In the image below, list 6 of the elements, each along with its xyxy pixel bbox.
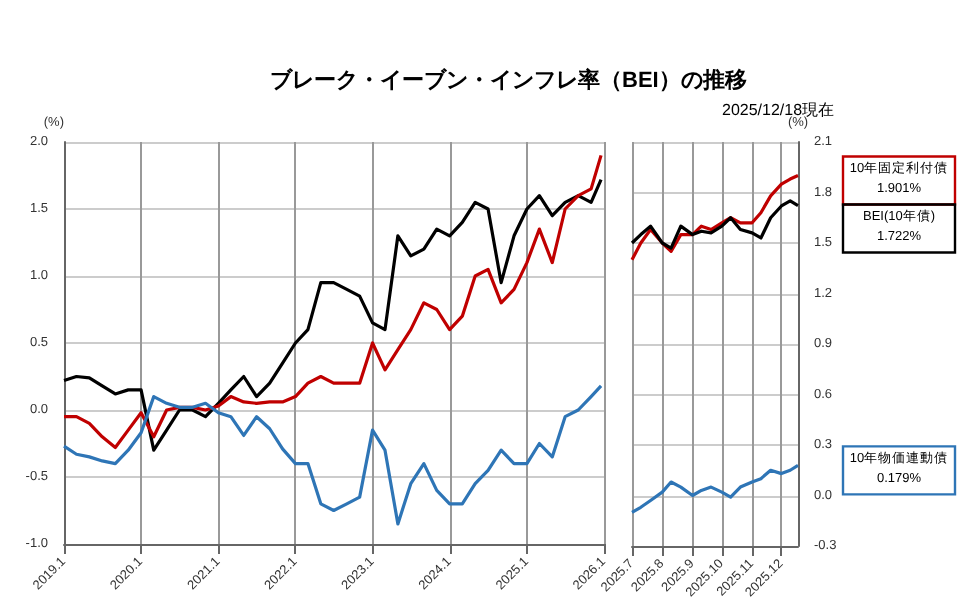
chart-subtitle: 2025/12/18現在 <box>722 101 835 119</box>
line-series <box>630 199 800 250</box>
chart-title: ブレーク・イーブン・インフレ率（BEI）の推移 <box>270 67 747 93</box>
line-series <box>630 173 800 262</box>
line-series <box>630 463 800 514</box>
line-series <box>62 384 603 526</box>
